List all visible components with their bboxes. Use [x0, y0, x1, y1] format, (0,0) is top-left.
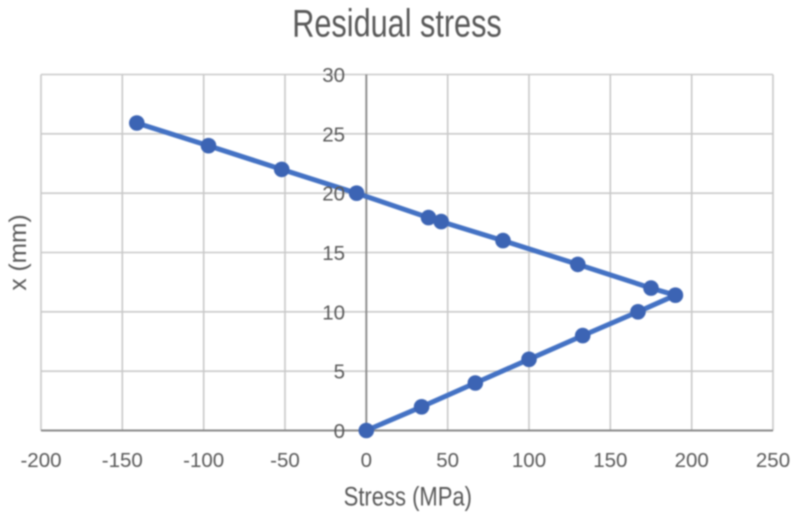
svg-text:30: 30 [322, 64, 345, 87]
svg-text:100: 100 [512, 449, 546, 472]
svg-text:20: 20 [322, 183, 345, 206]
svg-text:200: 200 [675, 449, 709, 472]
svg-text:25: 25 [322, 123, 345, 146]
svg-text:50: 50 [436, 449, 459, 472]
svg-text:150: 150 [593, 449, 627, 472]
svg-text:-50: -50 [270, 449, 300, 472]
svg-text:-200: -200 [20, 449, 61, 472]
svg-text:15: 15 [322, 242, 345, 265]
svg-text:0: 0 [361, 449, 372, 472]
svg-text:5: 5 [334, 361, 345, 384]
svg-text:Stress (MPa): Stress (MPa) [344, 483, 472, 512]
svg-text:Residual stress: Residual stress [292, 2, 501, 45]
svg-text:-100: -100 [183, 449, 224, 472]
svg-text:250: 250 [756, 449, 790, 472]
svg-text:-150: -150 [102, 449, 143, 472]
svg-text:x (mm): x (mm) [5, 214, 32, 290]
svg-text:10: 10 [322, 301, 345, 324]
svg-text:0: 0 [334, 420, 345, 443]
